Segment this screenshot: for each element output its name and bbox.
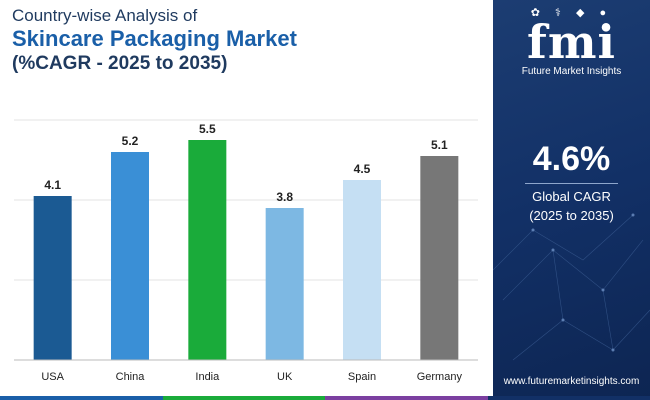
fmi-logo: ✿ ⚕ ◆ ● fmi Future Market Insights <box>503 6 640 77</box>
data-label-china: 5.2 <box>122 134 139 148</box>
strip-segment-blue <box>0 396 163 400</box>
title-line-2: Skincare Packaging Market <box>12 26 297 51</box>
bottom-color-strip <box>0 396 650 400</box>
strip-segment-purple <box>325 396 488 400</box>
bar-uk <box>265 208 304 360</box>
global-cagr-label: Global CAGR (2025 to 2035) <box>493 187 650 225</box>
x-tick-usa: USA <box>41 371 64 383</box>
data-label-uk: 3.8 <box>276 190 293 204</box>
bar-spain <box>343 180 381 360</box>
bar-usa <box>33 196 72 360</box>
data-label-usa: 4.1 <box>44 178 61 192</box>
data-label-germany: 5.1 <box>431 138 448 152</box>
website-link[interactable]: www.futuremarketinsights.com <box>503 376 640 387</box>
cagr-divider <box>525 183 618 184</box>
title-line-3: (%CAGR - 2025 to 2035) <box>12 53 228 74</box>
bar-chart: 4.1 USA 5.2 China 5.5 India 3.8 UK 4.5 Spain 5.1 Ge… <box>14 119 478 383</box>
x-tick-china: China <box>116 371 146 383</box>
summary-panel: ✿ ⚕ ◆ ● fmi Future Market Insights 4.6% … <box>493 0 650 400</box>
bar-india <box>188 140 227 360</box>
logo-wordmark: fmi <box>527 15 616 69</box>
x-tick-uk: UK <box>277 371 293 383</box>
strip-segment-green <box>162 396 325 400</box>
x-tick-germany: Germany <box>417 371 463 383</box>
decorative-network <box>493 213 650 361</box>
cagr-label-line-1: Global CAGR <box>532 189 611 204</box>
cagr-label-line-2: (2025 to 2035) <box>529 208 614 223</box>
x-tick-spain: Spain <box>348 371 376 383</box>
strip-segment-navy <box>487 396 650 400</box>
chart-title: Country-wise Analysis of Skincare Packag… <box>12 6 297 76</box>
title-line-1: Country-wise Analysis of <box>12 6 198 25</box>
logo-icons: ✿ ⚕ ◆ ● <box>530 7 613 19</box>
data-label-india: 5.5 <box>199 122 216 136</box>
global-cagr-value: 4.6% <box>532 140 611 178</box>
x-tick-india: India <box>195 371 220 383</box>
data-label-spain: 4.5 <box>354 162 371 176</box>
bar-china <box>111 152 149 360</box>
bar-germany <box>420 156 459 360</box>
logo-subtitle: Future Market Insights <box>521 66 622 77</box>
